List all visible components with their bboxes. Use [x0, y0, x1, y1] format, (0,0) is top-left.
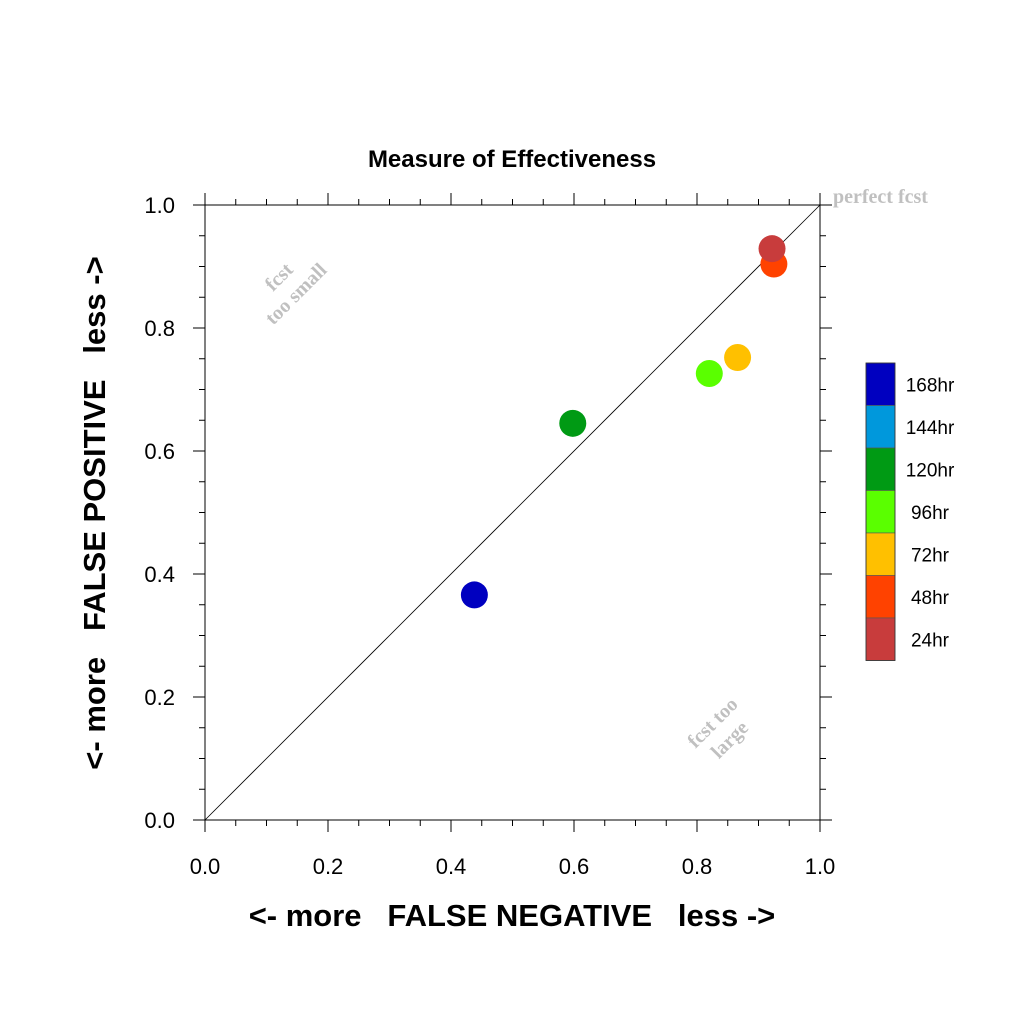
- axis-tick-labels: 0.0 0.2 0.4 0.6 0.8 1.0 0.0 0.2 0.4 0.6 0.8 1.0: [144, 193, 835, 879]
- legend-label-24hr: 24hr: [911, 630, 950, 651]
- y-tick-label: 0.4: [144, 562, 175, 587]
- perfect-forecast-diagonal: [204, 204, 821, 821]
- x-tick-label: 0.6: [559, 854, 590, 879]
- legend-swatch-24hr: [865, 617, 896, 661]
- legend-label-72hr: 72hr: [911, 545, 950, 566]
- x-tick-label: 1.0: [805, 854, 836, 879]
- x-axis-label: <- more FALSE NEGATIVE less ->: [249, 898, 776, 933]
- y-tick-label: 0.8: [144, 316, 175, 341]
- legend-swatch-168hr: [865, 362, 896, 406]
- y-axis-label: <- more FALSE POSITIVE less ->: [77, 256, 112, 769]
- x-tick-label: 0.8: [682, 854, 713, 879]
- x-tick-label: 0.2: [313, 854, 344, 879]
- chart-title: Measure of Effectiveness: [368, 146, 656, 173]
- legend-swatch-48hr: [865, 575, 896, 619]
- legend-label-96hr: 96hr: [911, 503, 950, 524]
- legend: 168hr 144hr 120hr 96hr 72hr 48hr 24hr: [865, 362, 955, 661]
- too-large-annotation: fcst too large: [683, 693, 753, 763]
- y-tick-label: 0.2: [144, 685, 175, 710]
- legend-label-120hr: 120hr: [906, 460, 955, 481]
- legend-swatch-72hr: [865, 532, 896, 576]
- x-tick-label: 0.4: [436, 854, 467, 879]
- data-point-96hr: [695, 360, 723, 388]
- legend-swatch-120hr: [865, 447, 896, 491]
- legend-label-168hr: 168hr: [906, 375, 955, 396]
- x-tick-label: 0.0: [190, 854, 221, 879]
- legend-swatch-144hr: [865, 405, 896, 449]
- too-small-annotation: fcst too small: [261, 259, 332, 330]
- legend-label-144hr: 144hr: [906, 418, 955, 439]
- legend-label-48hr: 48hr: [911, 588, 950, 609]
- legend-swatch-96hr: [865, 490, 896, 534]
- data-point-24hr: [758, 235, 786, 263]
- axis-ticks: [193, 193, 832, 832]
- y-tick-label: 1.0: [144, 193, 175, 218]
- data-point-168hr: [460, 581, 488, 609]
- y-tick-label: 0.0: [144, 808, 175, 833]
- legend-frame: [865, 362, 896, 661]
- data-point-120hr: [559, 409, 587, 437]
- data-point-72hr: [724, 344, 752, 372]
- perfect-fcst-annotation: perfect fcst: [833, 186, 928, 208]
- y-tick-label: 0.6: [144, 439, 175, 464]
- data-points: [460, 235, 788, 609]
